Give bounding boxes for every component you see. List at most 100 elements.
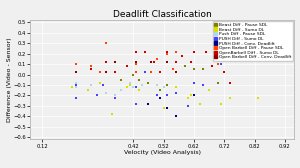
Point [149, 71, 154, 74]
Point [219, 102, 224, 105]
Point [173, 92, 178, 95]
Point [125, 65, 130, 68]
Point [134, 71, 139, 74]
Point [128, 82, 133, 84]
Point [146, 82, 151, 84]
Point [125, 86, 130, 89]
Point [191, 50, 196, 53]
Point [164, 50, 169, 53]
Point [103, 92, 108, 95]
Point [188, 61, 193, 63]
Point [173, 86, 178, 89]
Point [188, 94, 193, 97]
Point [228, 82, 233, 84]
Point [134, 50, 139, 53]
Point [143, 71, 148, 74]
Point [110, 113, 114, 116]
Point [155, 94, 160, 97]
Point [100, 84, 105, 86]
Point [173, 115, 178, 118]
Point [112, 94, 117, 97]
Point [210, 65, 214, 68]
Point [73, 86, 78, 89]
Point [88, 65, 93, 68]
Point [216, 82, 220, 84]
Point [191, 50, 196, 53]
Point [255, 96, 260, 99]
Point [197, 102, 202, 105]
Point [161, 107, 166, 109]
Title: Deadlift Classification: Deadlift Classification [112, 10, 212, 19]
Point [143, 50, 148, 53]
Point [155, 57, 160, 60]
Point [182, 65, 187, 68]
Point [231, 57, 236, 60]
Point [137, 89, 142, 92]
Point [140, 84, 145, 86]
Point [103, 71, 108, 74]
Point [125, 65, 130, 68]
Point [112, 61, 117, 63]
Point [158, 96, 163, 99]
Point [149, 71, 154, 74]
Point [128, 84, 133, 86]
Point [149, 61, 154, 63]
Legend: Beast Diff - Pause SDL, Beast Diff - Sumo DL, Push Diff - Pause SDL, PUSH Diff -: Beast Diff - Pause SDL, Beast Diff - Sum… [213, 21, 293, 61]
Point [103, 61, 108, 63]
Point [201, 68, 206, 71]
Point [118, 78, 123, 81]
Point [155, 84, 160, 86]
Point [164, 52, 169, 55]
Point [88, 68, 93, 71]
Point [70, 86, 75, 89]
Y-axis label: Difference (Video - Sensor): Difference (Video - Sensor) [7, 37, 12, 122]
X-axis label: Velocity (Video Analysis): Velocity (Video Analysis) [124, 150, 200, 155]
Point [164, 61, 169, 63]
Point [173, 86, 178, 89]
Point [173, 50, 178, 53]
Point [73, 96, 78, 99]
Point [98, 71, 102, 74]
Point [191, 82, 196, 84]
Point [185, 105, 190, 107]
Point [164, 107, 169, 109]
Point [73, 84, 78, 86]
Point [112, 71, 117, 74]
Point [188, 61, 193, 63]
Point [216, 63, 220, 66]
Point [85, 89, 90, 92]
Point [158, 71, 163, 74]
Point [134, 61, 139, 63]
Point [98, 82, 102, 84]
Point [134, 102, 139, 105]
Point [134, 61, 139, 63]
Point [191, 68, 196, 71]
Point [137, 78, 142, 81]
Point [146, 102, 151, 105]
Point [73, 63, 78, 66]
Point [179, 54, 184, 57]
Point [131, 86, 136, 89]
Point [185, 96, 190, 99]
Point [94, 94, 99, 97]
Point [170, 68, 175, 71]
Point [173, 71, 178, 74]
Point [88, 84, 93, 86]
Point [246, 57, 251, 60]
Point [73, 71, 78, 74]
Point [255, 52, 260, 55]
Point [219, 63, 224, 66]
Point [204, 50, 208, 53]
Point [161, 86, 166, 89]
Point [164, 94, 169, 97]
Point [201, 84, 206, 86]
Point [134, 86, 139, 89]
Point [173, 61, 178, 63]
Point [112, 61, 117, 63]
Point [228, 96, 233, 99]
Point [103, 42, 108, 45]
Point [222, 71, 226, 74]
Point [158, 89, 163, 92]
Point [204, 50, 208, 53]
Point [73, 82, 78, 84]
